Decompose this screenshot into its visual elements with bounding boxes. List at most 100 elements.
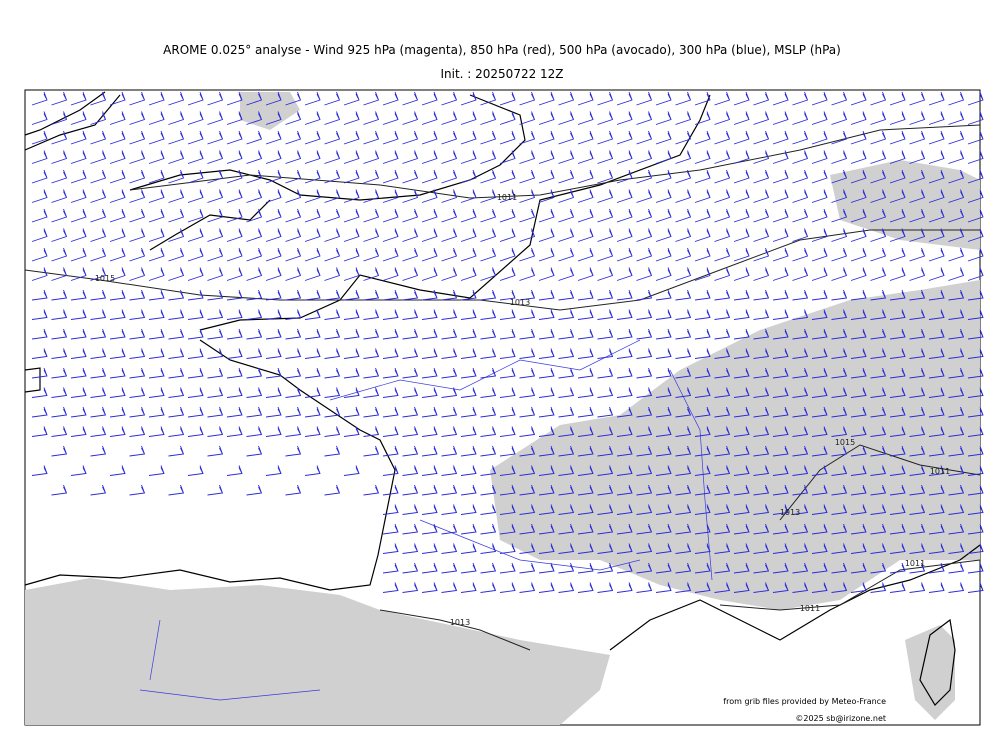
wind-barb — [499, 189, 516, 203]
wind-barb — [577, 208, 594, 223]
wind-barb — [928, 189, 945, 203]
wind-barb — [382, 445, 399, 457]
wind-barb — [285, 406, 302, 418]
wind-barb — [90, 387, 107, 398]
wind-barb — [870, 504, 887, 515]
wind-barb — [519, 445, 536, 457]
wind-barb — [441, 267, 458, 281]
wind-barb — [129, 426, 146, 437]
wind-barb — [636, 465, 653, 476]
wind-barb — [285, 228, 302, 242]
wind-barb — [519, 562, 536, 574]
wind-barb — [265, 348, 282, 359]
wind-barb — [402, 267, 419, 281]
wind-barb — [187, 169, 204, 184]
copyright: ©2025 sb@irizone.net — [795, 714, 886, 723]
wind-barb — [304, 150, 321, 164]
wind-barb — [694, 111, 711, 125]
wind-barb — [51, 309, 68, 320]
wind-barb — [226, 406, 243, 418]
wind-barb — [460, 111, 477, 125]
wind-barb — [168, 247, 185, 262]
wind-barb — [948, 426, 965, 437]
wind-barb — [772, 169, 789, 184]
wind-barb — [441, 445, 458, 457]
wind-barb — [168, 169, 185, 184]
map-area: 1011 1015 1013 1015 1011 1013 1011 1011 1013 — [24, 89, 984, 726]
wind-barb — [948, 484, 965, 496]
wind-barb — [421, 247, 438, 262]
wind-barb — [363, 130, 380, 145]
wind-barb — [811, 130, 828, 145]
wind-barb — [499, 267, 516, 281]
wind-barb — [460, 465, 477, 476]
wind-barb — [31, 289, 48, 301]
wind-barb — [714, 523, 731, 535]
wind-barb — [733, 289, 750, 301]
wind-barb — [519, 91, 536, 106]
wind-barb — [31, 169, 48, 184]
wind-barb — [831, 367, 848, 379]
wind-barb — [31, 387, 48, 398]
wind-barb — [870, 445, 887, 457]
wind-barb — [928, 465, 945, 476]
wind-barb — [889, 208, 906, 223]
wind-barb — [967, 91, 984, 106]
wind-barb — [363, 150, 380, 164]
wind-barb — [402, 504, 419, 515]
wind-barb — [421, 406, 438, 418]
wind-barb — [421, 208, 438, 223]
wind-barb — [597, 504, 614, 515]
wind-barb — [577, 465, 594, 476]
wind-barb — [889, 150, 906, 164]
wind-barb — [90, 189, 107, 203]
wind-barb — [246, 289, 263, 301]
wind-barb — [265, 406, 282, 418]
wind-barb — [928, 111, 945, 125]
wind-barb — [792, 208, 809, 223]
wind-barb — [343, 247, 360, 262]
wind-barb — [811, 582, 828, 593]
wind-barb — [889, 504, 906, 515]
wind-barb — [753, 228, 770, 242]
wind-barb — [772, 150, 789, 164]
wind-barb — [441, 523, 458, 535]
wind-barb — [402, 189, 419, 203]
wind-barb — [967, 150, 984, 164]
wind-barb — [363, 406, 380, 418]
wind-barb — [636, 111, 653, 125]
wind-barb — [577, 228, 594, 242]
wind-barb — [246, 426, 263, 437]
wind-barb — [753, 208, 770, 223]
wind-barb — [636, 91, 653, 106]
wind-barb — [792, 267, 809, 281]
wind-barb — [265, 465, 282, 476]
wind-barb — [382, 543, 399, 554]
coastlines — [24, 91, 981, 706]
wind-barb — [187, 247, 204, 262]
wind-barb — [928, 445, 945, 457]
wind-barb — [889, 247, 906, 262]
wind-barb — [831, 484, 848, 496]
wind-barb — [363, 328, 380, 340]
wind-barb — [519, 387, 536, 398]
wind-barb — [148, 247, 165, 262]
wind-barb — [382, 130, 399, 145]
wind-barb — [441, 289, 458, 301]
wind-barb — [597, 228, 614, 242]
wind-barb — [168, 309, 185, 320]
wind-barb — [675, 267, 692, 281]
wind-barb — [187, 406, 204, 418]
wind-barb — [753, 289, 770, 301]
wind-barb — [636, 267, 653, 281]
wind-barb — [909, 582, 926, 593]
wind-barb — [753, 387, 770, 398]
wind-barb — [246, 309, 263, 320]
wind-barb — [480, 228, 497, 242]
wind-barb — [324, 189, 341, 203]
wind-barb — [343, 406, 360, 418]
wind-barb — [792, 91, 809, 106]
wind-barb — [324, 208, 341, 223]
wind-barb — [928, 426, 945, 437]
wind-barb — [753, 367, 770, 379]
